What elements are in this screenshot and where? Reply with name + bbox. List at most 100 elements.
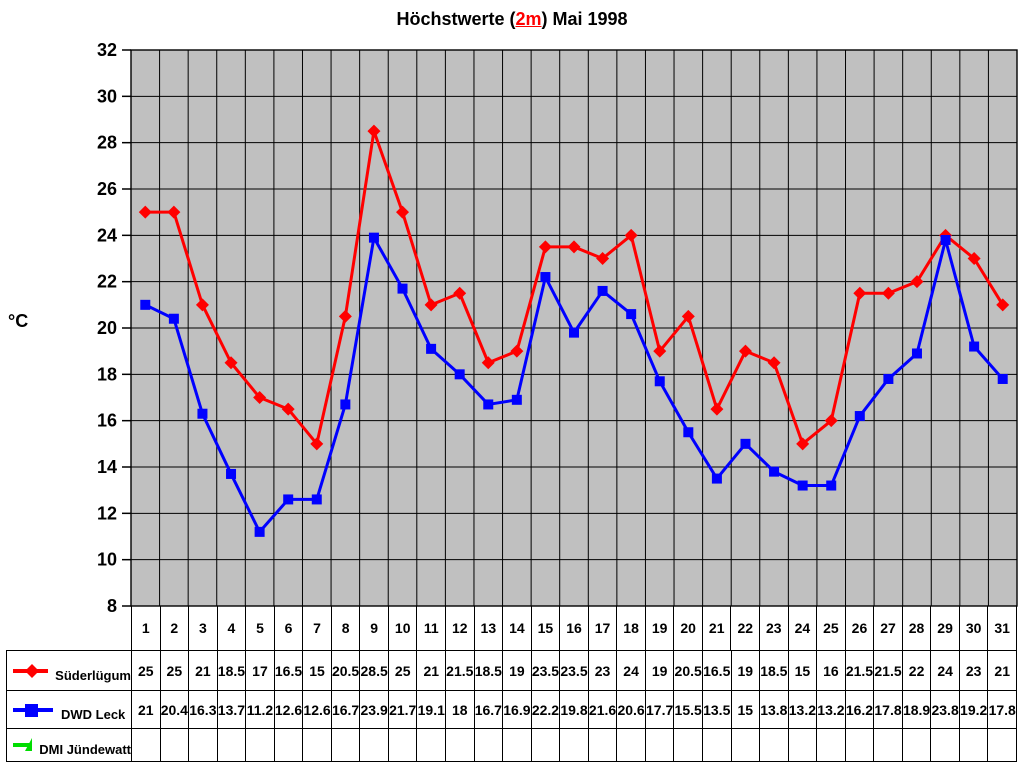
value-cell: 21.7 (388, 691, 418, 729)
day-label: 16 (560, 606, 589, 650)
value-cell: 12.6 (303, 691, 332, 729)
value-cell: 19 (503, 651, 532, 691)
value-cell (160, 729, 190, 762)
data-point-square (426, 343, 437, 354)
value-cell: 24 (617, 651, 646, 691)
value-cell: 23.9 (360, 691, 389, 729)
value-cell: 18.5 (474, 651, 504, 691)
value-cell: 18.5 (217, 651, 247, 691)
data-point-diamond (710, 402, 724, 416)
value-cell: 21 (132, 691, 161, 729)
value-cell (731, 729, 761, 762)
value-cell (246, 729, 275, 762)
value-cell: 18.5 (760, 651, 789, 691)
y-axis-tick-label: 8 (107, 596, 117, 616)
data-point-square (597, 285, 608, 296)
value-cell (274, 729, 304, 762)
plot-border (130, 49, 1018, 607)
data-point-square (711, 473, 722, 484)
data-point-square (854, 411, 865, 422)
value-cell: 11.2 (246, 691, 275, 729)
value-cell: 25 (388, 651, 418, 691)
y-axis-tick-label: 10 (97, 550, 117, 570)
data-point-diamond (367, 124, 381, 138)
data-point-square (140, 299, 151, 310)
value-cell: 19.1 (417, 691, 447, 729)
value-cell: 13.2 (788, 691, 818, 729)
value-cell: 17.8 (988, 691, 1017, 729)
legend-cell: DWD Leck (7, 691, 132, 729)
value-cell (531, 729, 561, 762)
data-point-diamond (738, 344, 752, 358)
data-point-diamond (996, 298, 1010, 312)
title-highlight-link[interactable]: 2m (515, 9, 542, 29)
day-label: 8 (332, 606, 361, 650)
day-label: 9 (360, 606, 389, 650)
day-label: 4 (218, 606, 247, 650)
data-point-square (368, 232, 379, 243)
data-point-diamond (481, 356, 495, 370)
data-point-diamond (653, 344, 667, 358)
data-point-square (626, 309, 637, 320)
value-cell: 17.8 (874, 691, 903, 729)
data-point-diamond (681, 309, 695, 323)
value-cell: 17 (246, 651, 275, 691)
value-cell: 16.5 (274, 651, 304, 691)
data-point-diamond (824, 414, 838, 428)
value-cell: 24 (931, 651, 960, 691)
data-point-diamond (424, 298, 438, 312)
value-cell: 21 (189, 651, 218, 691)
value-cell: 16.5 (702, 651, 732, 691)
day-label: 13 (475, 606, 504, 650)
data-point-diamond (881, 286, 895, 300)
data-point-square (340, 399, 351, 410)
day-label: 29 (931, 606, 960, 650)
value-cell (902, 729, 932, 762)
value-cell (331, 729, 361, 762)
data-point-diamond (195, 298, 209, 312)
data-point-diamond (596, 252, 610, 265)
value-cell (674, 729, 703, 762)
day-label: 30 (960, 606, 989, 650)
value-cell (588, 729, 618, 762)
day-label: 15 (532, 606, 561, 650)
value-cell (189, 729, 218, 762)
legend-marker-triangle-icon (13, 738, 33, 751)
day-label: 19 (646, 606, 675, 650)
day-label: 28 (903, 606, 932, 650)
title-prefix: Höchstwerte ( (396, 9, 516, 29)
value-cell: 21.5 (446, 651, 475, 691)
data-point-square (826, 480, 837, 491)
value-cell (931, 729, 960, 762)
day-label: 10 (389, 606, 418, 650)
data-point-square (940, 234, 951, 245)
value-cell (788, 729, 818, 762)
value-cell (702, 729, 732, 762)
day-label: 27 (874, 606, 903, 650)
day-label: 26 (846, 606, 875, 650)
data-point-diamond (939, 228, 953, 242)
data-point-diamond (510, 344, 524, 358)
y-axis-tick-label: 14 (97, 457, 117, 477)
value-cell: 16.9 (503, 691, 532, 729)
day-label: 6 (275, 606, 304, 650)
y-axis-tick-label: 30 (97, 86, 117, 106)
x-axis-day-row: 1 2 3 4 5 6 7 8 9 10 11 12 13 14 15 16 17 18 19 20 21 22 23 24 2… (131, 606, 1017, 650)
data-point-square (540, 272, 551, 283)
value-cell: 25 (160, 651, 190, 691)
value-cell: 19 (645, 651, 675, 691)
day-label: 12 (446, 606, 475, 650)
data-point-diamond (967, 252, 981, 265)
data-point-diamond (796, 437, 810, 451)
chart-title: Höchstwerte (2m) Mai 1998 (0, 9, 1024, 30)
value-cell: 25 (132, 651, 161, 691)
value-cell (760, 729, 789, 762)
value-cell (845, 729, 875, 762)
data-point-diamond (224, 356, 238, 370)
data-point-diamond (767, 356, 781, 370)
value-cell: 22.2 (531, 691, 561, 729)
data-point-square (483, 399, 494, 410)
value-cell: 22 (902, 651, 932, 691)
value-cell: 21.5 (874, 651, 903, 691)
y-axis-tick-label: 12 (97, 503, 117, 523)
